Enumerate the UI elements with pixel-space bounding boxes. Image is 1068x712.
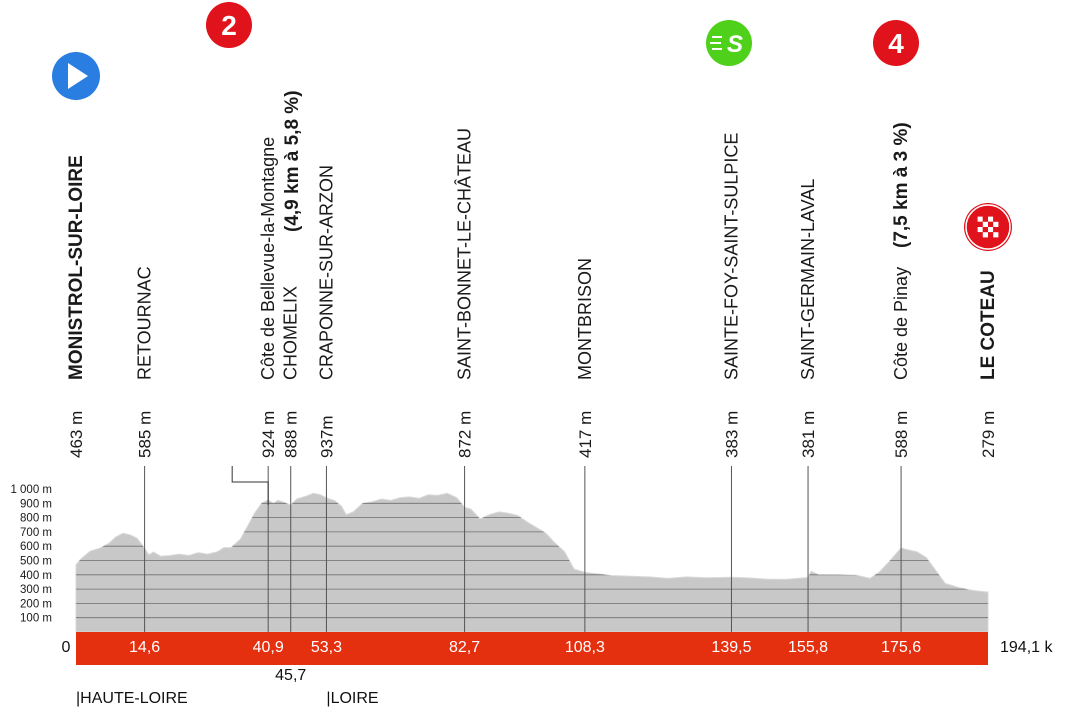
marker-name: MONISTROL-SUR-LOIRE xyxy=(66,155,87,380)
climb-category-circle xyxy=(206,2,252,48)
sprint-icon: S xyxy=(706,20,752,66)
marker-name: MONTBRISON xyxy=(575,258,595,380)
marker-km-label: 139,5 xyxy=(711,639,751,656)
y-tick-label: 700 m xyxy=(20,527,52,539)
marker-name: SAINTE-FOY-SAINT-SULPICE xyxy=(721,133,741,380)
marker-name: Côte de Pinay xyxy=(891,267,911,380)
total-distance-label: 194,1 k xyxy=(1000,639,1053,656)
marker-label-group: 463 m MONISTROL-SUR-LOIRE xyxy=(66,155,87,458)
play-arrow-icon xyxy=(68,63,88,89)
marker-km-label: 175,6 xyxy=(881,639,921,656)
marker-label-group: 924 m Côte de Bellevue-la-Montagne (4,9 km… xyxy=(258,90,303,458)
marker-label-group: 888 m CHOMELIX xyxy=(281,286,301,458)
marker-label-group: 937m CRAPONNE-SUR-ARZON xyxy=(316,165,336,458)
marker-km-label: 155,8 xyxy=(788,639,828,656)
marker-label-group: 872 m SAINT-BONNET-LE-CHÂTEAU xyxy=(455,128,475,458)
marker-name: LE COTEAU xyxy=(978,270,999,380)
marker-altitude: 279 m xyxy=(979,411,998,458)
finish-icon xyxy=(964,203,1012,251)
department-label: |LOIRE xyxy=(326,690,378,707)
start-icon xyxy=(52,52,100,100)
y-tick-label: 900 m xyxy=(20,498,52,510)
marker-km-label: 14,6 xyxy=(129,639,160,656)
climb-category-number: 4 xyxy=(888,28,904,59)
climb-category-number: 2 xyxy=(221,10,237,41)
checker-square xyxy=(977,227,983,233)
marker-altitude: 381 m xyxy=(799,411,818,458)
marker-altitude: 588 m xyxy=(892,411,911,458)
checker-square xyxy=(993,232,999,238)
marker-name: CRAPONNE-SUR-ARZON xyxy=(316,165,336,380)
marker-altitude: 417 m xyxy=(576,411,595,458)
climb-category-circle xyxy=(873,20,919,66)
marker-label-group: 381 m SAINT-GERMAIN-LAVAL xyxy=(798,179,818,458)
marker-altitude: 463 m xyxy=(67,411,86,458)
checker-square xyxy=(977,216,983,222)
marker-climb-detail: (7,5 km à 3 %) xyxy=(891,122,912,248)
marker-km-label: 108,3 xyxy=(565,639,605,656)
checker-square xyxy=(993,227,999,233)
checker-square xyxy=(988,216,994,222)
marker-label-group: 417 m MONTBRISON xyxy=(575,258,595,458)
profile-area xyxy=(75,492,989,633)
sprint-icon-circle xyxy=(706,20,752,66)
checker-square xyxy=(993,216,999,222)
y-tick-label: 600 m xyxy=(20,541,52,553)
marker-altitude: 383 m xyxy=(722,411,741,458)
y-tick-label: 400 m xyxy=(20,570,52,582)
checker-square xyxy=(982,227,988,233)
sprint-letter: S xyxy=(727,31,743,58)
checker-square xyxy=(993,221,999,227)
checker-square xyxy=(988,227,994,233)
marker-name: SAINT-BONNET-LE-CHÂTEAU xyxy=(455,128,475,380)
start-distance-label: 0 xyxy=(62,639,71,656)
marker-altitude: 872 m xyxy=(456,411,475,458)
marker-altitude: 937m xyxy=(317,415,336,458)
checker-square xyxy=(977,232,983,238)
checker-square xyxy=(977,221,983,227)
y-tick-label: 100 m xyxy=(20,613,52,625)
y-tick-label: 800 m xyxy=(20,513,52,525)
checker-square xyxy=(982,216,988,222)
climb-category-icon: 4 xyxy=(873,20,919,66)
y-tick-label: 200 m xyxy=(20,598,52,610)
marker-altitude: 585 m xyxy=(136,411,155,458)
marker-name: RETOURNAC xyxy=(135,266,155,380)
department-label: |HAUTE-LOIRE xyxy=(76,690,188,707)
finish-icon-ring xyxy=(965,204,1011,250)
marker-name: CHOMELIX xyxy=(281,286,301,380)
y-tick-label: 500 m xyxy=(20,556,52,568)
marker-altitude: 888 m xyxy=(282,411,301,458)
y-tick-label: 1 000 m xyxy=(10,484,52,496)
marker-km-label: 40,9 xyxy=(253,639,284,656)
climb-leader-line xyxy=(231,466,269,505)
marker-label-group: 279 m LE COTEAU xyxy=(978,270,999,458)
distance-band xyxy=(76,632,988,665)
checker-square xyxy=(982,232,988,238)
marker-label-group: 585 m RETOURNAC xyxy=(135,266,155,458)
marker-name: SAINT-GERMAIN-LAVAL xyxy=(798,179,818,380)
checker-square xyxy=(982,221,988,227)
marker-climb-detail: (4,9 km à 5,8 %) xyxy=(282,90,303,232)
marker-km-label: 82,7 xyxy=(449,639,480,656)
climb-category-icon: 2 xyxy=(206,2,252,48)
marker-km-label: 53,3 xyxy=(311,639,342,656)
marker-name: Côte de Bellevue-la-Montagne xyxy=(258,137,278,380)
checker-square xyxy=(988,221,994,227)
marker-altitude: 924 m xyxy=(259,411,278,458)
marker-km-label: 45,7 xyxy=(275,667,306,684)
checker-square xyxy=(988,232,994,238)
marker-label-group: 588 m Côte de Pinay (7,5 km à 3 %) xyxy=(891,122,912,458)
y-tick-label: 300 m xyxy=(20,584,52,596)
marker-label-group: 383 m SAINTE-FOY-SAINT-SULPICE xyxy=(721,133,741,458)
